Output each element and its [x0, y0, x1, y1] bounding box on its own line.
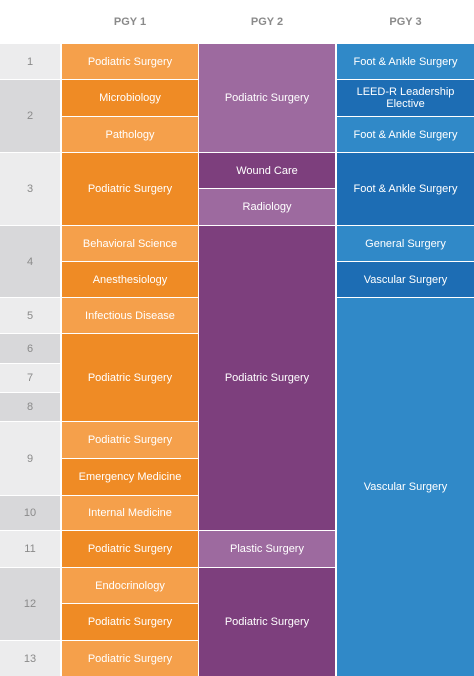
rotation-cell: General Surgery: [337, 226, 474, 261]
column-header: PGY 3: [389, 16, 422, 28]
rotation-cell: Vascular Surgery: [337, 262, 474, 297]
rotation-cell: Pathology: [62, 117, 198, 152]
row-number: 2: [0, 80, 60, 152]
row-number: 10: [0, 496, 60, 530]
column-header: PGY 1: [113, 16, 147, 28]
row-number: 7: [0, 364, 60, 392]
rotation-cell: Foot & Ankle Surgery: [337, 44, 474, 79]
column-header: PGY 2: [250, 16, 284, 28]
rotation-cell: Emergency Medicine: [62, 459, 198, 495]
rotation-cell: Microbiology: [62, 80, 198, 116]
rotation-cell: Plastic Surgery: [199, 531, 335, 567]
rotation-cell: Podiatric Surgery: [62, 153, 198, 225]
row-number: 9: [0, 422, 60, 495]
rotation-cell: Internal Medicine: [62, 496, 198, 530]
rotation-cell: Podiatric Surgery: [62, 604, 198, 640]
row-number: 11: [0, 531, 60, 567]
rotation-cell: Radiology: [199, 189, 335, 225]
rotation-cell: Podiatric Surgery: [62, 334, 198, 421]
rotation-cell: Podiatric Surgery: [62, 44, 198, 79]
rotation-cell: Podiatric Surgery: [62, 531, 198, 567]
rotation-cell: Podiatric Surgery: [199, 226, 335, 530]
rotation-cell: LEED-R Leadership Elective: [337, 80, 474, 116]
row-number: 8: [0, 393, 60, 421]
rotation-cell: Podiatric Surgery: [199, 44, 335, 152]
rotation-cell: Endocrinology: [62, 568, 198, 603]
rotation-cell: Wound Care: [199, 153, 335, 188]
rotation-cell: Podiatric Surgery: [62, 641, 198, 676]
rotation-cell: Behavioral Science: [62, 226, 198, 261]
row-number: 12: [0, 568, 60, 640]
rotation-cell: Vascular Surgery: [337, 298, 474, 676]
rotation-cell: Foot & Ankle Surgery: [337, 153, 474, 225]
row-number: 13: [0, 641, 60, 676]
row-number: 5: [0, 298, 60, 333]
rotation-cell: Foot & Ankle Surgery: [337, 117, 474, 152]
rotation-cell: Podiatric Surgery: [199, 568, 335, 676]
row-number: 4: [0, 226, 60, 297]
rotation-cell: Podiatric Surgery: [62, 422, 198, 458]
row-number: 3: [0, 153, 60, 225]
row-number: 1: [0, 44, 60, 79]
row-number: 6: [0, 334, 60, 363]
rotation-cell: Anesthesiology: [62, 262, 198, 297]
rotation-cell: Infectious Disease: [62, 298, 198, 333]
